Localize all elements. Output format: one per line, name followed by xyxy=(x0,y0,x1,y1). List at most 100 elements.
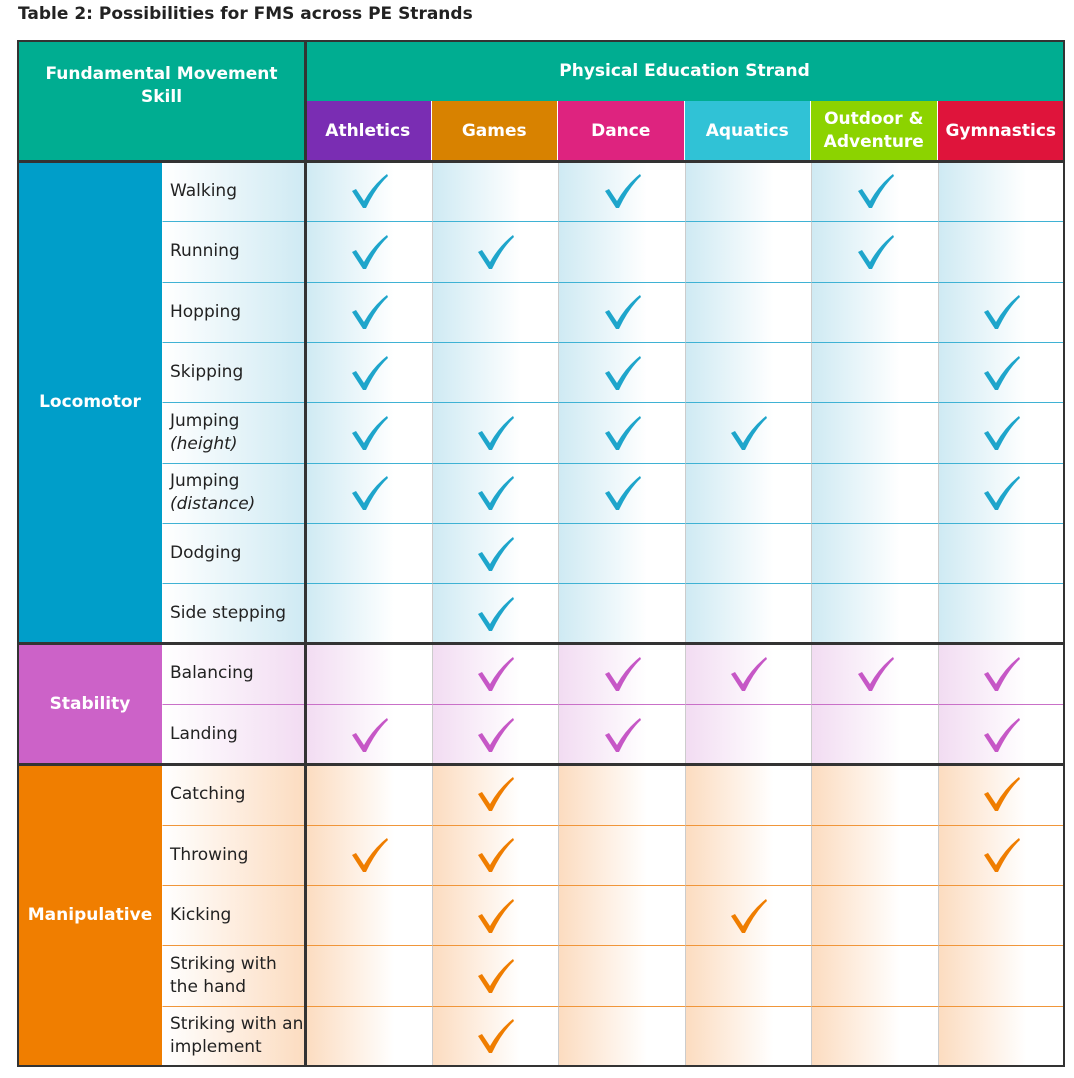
strand-header: Outdoor & Adventure xyxy=(811,101,938,161)
skill-text: Skipping xyxy=(170,361,243,384)
check-shape xyxy=(984,656,1021,691)
cell xyxy=(811,462,938,523)
skill-name: Striking with the hand xyxy=(170,953,277,997)
cell xyxy=(431,1005,558,1066)
check-mark xyxy=(984,656,1021,691)
cell xyxy=(811,643,938,704)
cell xyxy=(431,342,558,403)
cell xyxy=(684,885,811,946)
skill-label: Running xyxy=(162,221,305,282)
cell xyxy=(811,161,938,222)
skill-text: Jumping (distance) xyxy=(170,470,255,516)
cell xyxy=(305,583,432,644)
cell xyxy=(431,704,558,765)
skill-name: Striking with an implement xyxy=(170,1014,304,1058)
check-mark xyxy=(478,838,515,873)
skill-label: Jumping (height) xyxy=(162,402,305,463)
cell xyxy=(305,221,432,282)
check-mark xyxy=(604,656,641,691)
skill-name: Side stepping xyxy=(170,603,287,624)
strand-header: Aquatics xyxy=(684,101,811,161)
cell xyxy=(305,402,432,463)
cell xyxy=(305,885,432,946)
cell xyxy=(558,281,685,342)
check-shape xyxy=(351,355,388,390)
cell xyxy=(684,402,811,463)
cell xyxy=(558,885,685,946)
skill-name: Jumping xyxy=(170,410,240,431)
check-mark xyxy=(984,838,1021,873)
check-mark xyxy=(731,656,768,691)
skill-text: Catching xyxy=(170,783,245,806)
check-mark xyxy=(351,234,388,269)
cell xyxy=(558,764,685,825)
cell xyxy=(305,704,432,765)
cell xyxy=(684,281,811,342)
skill-name: Kicking xyxy=(170,905,232,926)
check-mark xyxy=(857,174,894,209)
skill-label: Landing xyxy=(162,704,305,765)
cell xyxy=(937,462,1064,523)
cell xyxy=(684,221,811,282)
check-shape xyxy=(478,656,515,691)
check-shape xyxy=(478,1019,515,1054)
check-shape xyxy=(351,717,388,752)
skill-name: Dodging xyxy=(170,543,242,564)
check-shape xyxy=(604,656,641,691)
check-shape xyxy=(351,234,388,269)
cell xyxy=(558,704,685,765)
check-mark xyxy=(478,1019,515,1054)
cell xyxy=(684,1005,811,1066)
check-mark xyxy=(478,777,515,812)
check-mark xyxy=(731,898,768,933)
cell xyxy=(811,342,938,403)
check-mark xyxy=(351,295,388,330)
check-shape xyxy=(478,536,515,571)
check-mark xyxy=(478,234,515,269)
skill-text: Balancing xyxy=(170,662,254,685)
skill-name: Jumping xyxy=(170,471,240,492)
cell xyxy=(431,221,558,282)
check-shape xyxy=(351,415,388,450)
check-mark xyxy=(478,596,515,631)
check-mark xyxy=(984,415,1021,450)
cell xyxy=(937,583,1064,644)
cell xyxy=(937,402,1064,463)
cell xyxy=(431,402,558,463)
cell xyxy=(937,704,1064,765)
cell xyxy=(305,824,432,885)
skill-label: Skipping xyxy=(162,342,305,403)
cell xyxy=(431,764,558,825)
check-shape xyxy=(857,174,894,209)
table-title: Table 2: Possibilities for FMS across PE… xyxy=(18,4,473,24)
cell xyxy=(305,281,432,342)
check-shape xyxy=(478,777,515,812)
check-mark xyxy=(351,355,388,390)
check-shape xyxy=(984,717,1021,752)
cell xyxy=(937,945,1064,1006)
check-shape xyxy=(604,476,641,511)
cell xyxy=(305,643,432,704)
check-shape xyxy=(984,415,1021,450)
check-shape xyxy=(478,596,515,631)
cell xyxy=(305,523,432,584)
cell xyxy=(558,342,685,403)
check-mark xyxy=(731,415,768,450)
cell xyxy=(684,161,811,222)
cell xyxy=(684,583,811,644)
skill-label: Jumping (distance) xyxy=(162,462,305,523)
check-shape xyxy=(478,958,515,993)
check-mark xyxy=(478,476,515,511)
cell xyxy=(431,945,558,1006)
cell xyxy=(811,704,938,765)
cell xyxy=(558,583,685,644)
check-mark xyxy=(351,717,388,752)
skill-text: Landing xyxy=(170,723,238,746)
cell xyxy=(558,402,685,463)
cell xyxy=(431,885,558,946)
skill-text: Jumping (height) xyxy=(170,410,239,456)
check-shape xyxy=(351,838,388,873)
cell xyxy=(684,462,811,523)
check-shape xyxy=(984,295,1021,330)
check-shape xyxy=(984,355,1021,390)
